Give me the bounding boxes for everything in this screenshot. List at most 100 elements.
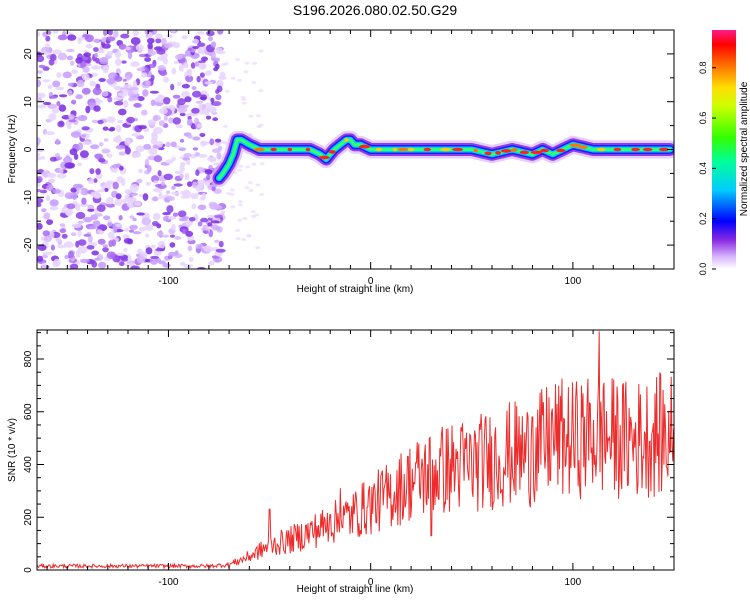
noise-blob <box>190 193 199 198</box>
noise-blob <box>112 181 119 190</box>
noise-blob <box>124 146 131 155</box>
noise-blob <box>163 97 171 105</box>
noise-blob <box>128 96 135 102</box>
bottom-x-tick-label: 100 <box>565 577 582 588</box>
noise-blob <box>173 183 183 187</box>
noise-blob <box>71 69 79 74</box>
noise-blob <box>57 34 68 41</box>
noise-blob <box>37 189 43 193</box>
noise-blob <box>45 131 55 136</box>
noise-blob <box>140 72 148 78</box>
noise-blob <box>240 95 246 99</box>
noise-blob <box>42 230 50 237</box>
noise-blob <box>131 133 141 137</box>
noise-blob <box>187 181 193 187</box>
noise-blob <box>50 53 57 62</box>
noise-blob <box>150 255 160 259</box>
noise-blob <box>192 90 202 98</box>
noise-blob <box>42 79 51 83</box>
noise-blob <box>49 206 59 211</box>
noise-blob <box>61 206 67 214</box>
noise-blob <box>194 61 200 67</box>
noise-blob <box>177 81 182 86</box>
noise-blob <box>96 204 106 212</box>
ridge-peak <box>305 147 311 152</box>
noise-blob <box>175 124 184 129</box>
noise-blob <box>133 103 142 108</box>
noise-blob <box>106 153 113 158</box>
noise-blob <box>152 212 161 221</box>
noise-blob <box>204 169 213 175</box>
noise-blob <box>129 224 139 230</box>
noise-blob <box>37 202 42 208</box>
noise-blob <box>56 173 67 179</box>
noise-blob <box>200 90 208 95</box>
noise-blob <box>254 213 260 217</box>
noise-blob <box>113 225 118 234</box>
noise-blob <box>76 79 85 88</box>
noise-blob <box>153 187 163 193</box>
noise-blob <box>169 234 175 238</box>
noise-blob <box>81 134 87 138</box>
noise-blob <box>102 126 109 131</box>
noise-blob <box>37 97 42 103</box>
noise-blob <box>71 99 77 105</box>
noise-blob <box>172 94 181 99</box>
ridge-peak <box>613 147 622 152</box>
noise-blob <box>158 191 163 200</box>
figure-title: S196.2026.080.02.50.G29 <box>292 2 458 18</box>
noise-blob <box>103 30 108 36</box>
noise-blob <box>216 79 224 88</box>
noise-blob <box>152 114 161 121</box>
ridge-peak <box>392 147 397 152</box>
noise-blob <box>97 119 104 125</box>
noise-blob <box>118 165 124 171</box>
noise-blob <box>47 103 58 110</box>
noise-blob <box>52 80 61 88</box>
noise-blob <box>87 208 95 212</box>
ridge-peak <box>328 150 336 154</box>
noise-blob <box>148 31 153 38</box>
noise-blob <box>65 210 72 216</box>
noise-blob <box>125 74 131 81</box>
noise-blob <box>118 151 126 156</box>
noise-blob <box>68 119 77 123</box>
noise-blob <box>118 108 127 116</box>
noise-blob <box>43 101 52 106</box>
noise-blob <box>169 242 176 248</box>
noise-blob <box>157 94 164 99</box>
ridge-peak <box>578 145 588 149</box>
noise-blob <box>125 46 131 51</box>
noise-blob <box>66 48 75 53</box>
noise-blob <box>91 65 101 70</box>
noise-blob <box>79 258 90 264</box>
noise-blob <box>237 78 242 82</box>
noise-blob <box>235 228 241 232</box>
noise-blob <box>212 205 223 210</box>
noise-blob <box>174 236 182 240</box>
noise-blob <box>47 84 53 90</box>
noise-blob <box>212 107 217 113</box>
noise-blob <box>67 89 73 97</box>
noise-blob <box>186 118 193 126</box>
snr-series-line <box>37 331 674 570</box>
noise-blob <box>127 51 133 60</box>
ridge-peak <box>540 148 550 153</box>
noise-blob <box>75 249 81 258</box>
noise-blob <box>62 71 72 79</box>
noise-blob <box>235 58 240 61</box>
noise-blob <box>68 251 74 259</box>
noise-blob <box>115 193 122 200</box>
noise-blob <box>47 172 57 178</box>
noise-blob <box>183 62 189 69</box>
noise-blob <box>212 117 219 122</box>
noise-blob <box>258 49 264 53</box>
noise-blob <box>75 94 83 100</box>
noise-blob <box>167 215 177 220</box>
top-y-tick-label: 10 <box>23 96 34 108</box>
noise-blob <box>222 141 228 145</box>
noise-blob <box>201 56 208 62</box>
noise-blob <box>37 55 45 63</box>
noise-blob <box>174 170 184 174</box>
